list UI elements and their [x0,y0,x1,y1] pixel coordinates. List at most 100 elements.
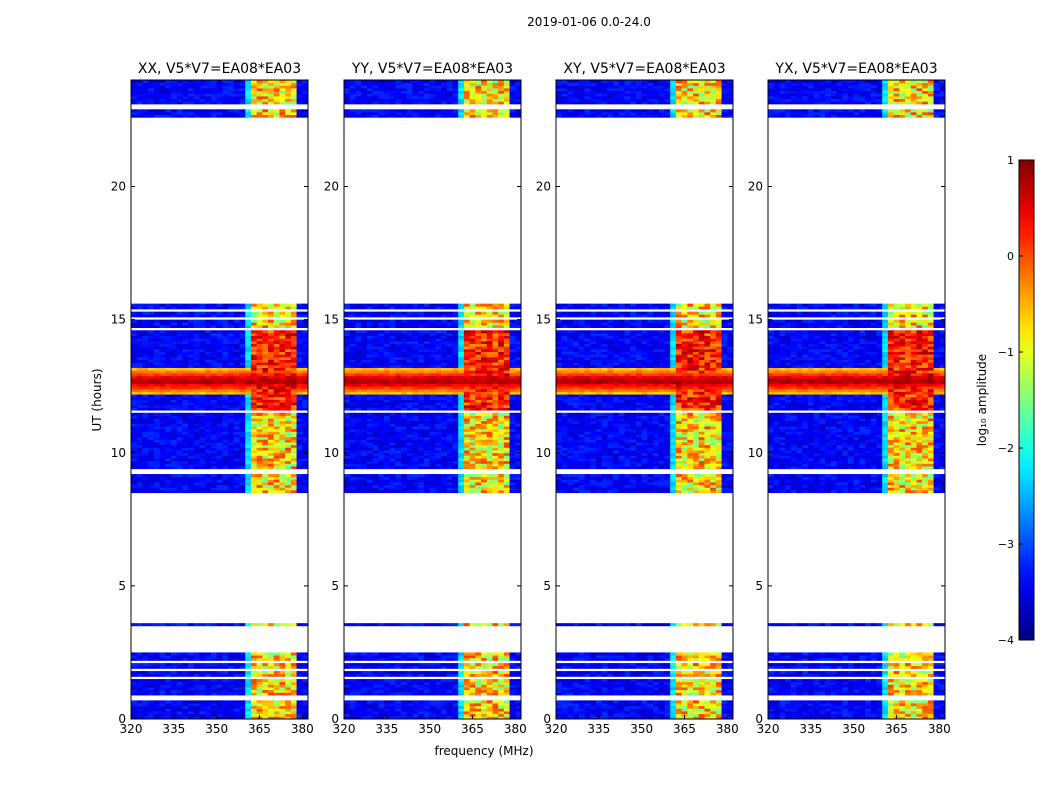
heatmap-cell [131,426,138,430]
heatmap-cell [515,396,521,400]
heatmap-cell [131,415,138,419]
heatmap-cell [228,98,235,102]
heatmap-cell [383,399,391,403]
heatmap-cell [452,708,459,712]
heatmap-cell [210,372,218,376]
heatmap-cell [262,375,269,379]
heatmap-cell [463,452,471,456]
heatmap-cell [302,370,308,374]
heatmap-cell [290,311,297,315]
heatmap-cell [290,340,297,344]
heatmap-cell [193,476,200,480]
heatmap-cell [503,681,510,685]
heatmap-cell [210,447,218,451]
heatmap-cell [285,463,292,467]
heatmap-cell [498,463,505,467]
heatmap-cell [302,655,308,659]
heatmap-cell [210,87,218,92]
heatmap-cell [239,452,246,456]
heatmap-cell [515,671,521,675]
heatmap-cell [290,428,297,432]
heatmap-cell [273,428,280,432]
heatmap-cell [239,418,246,422]
heatmap-cell [302,396,308,400]
heatmap-cell [395,681,402,685]
heatmap-cell [245,418,252,422]
heatmap-cell [193,444,200,448]
heatmap-cell [131,442,138,446]
heatmap-cell [170,311,178,315]
heatmap-cell [302,460,308,464]
heatmap-cell [509,442,516,446]
heatmap-cell [406,671,413,675]
heatmap-cell [401,386,408,390]
heatmap-cell [366,434,373,438]
heatmap-cell [481,700,488,704]
heatmap-cell [228,90,235,94]
heatmap-cell [378,386,385,390]
heatmap-cell [503,386,510,390]
heatmap-cell [355,420,362,424]
heatmap-cell [372,474,379,478]
heatmap-cell [406,455,413,459]
heatmap-cell [435,466,442,470]
heatmap-cell [159,335,166,339]
heatmap-cell [412,450,419,454]
heatmap-cell [239,434,246,438]
heatmap-cell [378,705,385,709]
heatmap-cell [446,673,453,677]
heatmap-cell [239,428,246,432]
heatmap-cell [469,479,476,483]
heatmap-cell [378,412,385,416]
heatmap-cell [165,708,172,712]
heatmap-cell [441,663,448,667]
heatmap-cell [285,439,292,443]
heatmap-cell [279,346,286,350]
heatmap-cell [256,87,263,92]
heatmap-cell [222,684,229,688]
heatmap-cell [290,436,297,440]
heatmap-cell [188,396,195,400]
heatmap-cell [441,474,448,478]
heatmap-cell [131,418,138,422]
heatmap-cell [268,343,275,347]
heatmap-cell [142,671,149,675]
heatmap-cell [233,375,240,379]
heatmap-cell [492,402,499,406]
heatmap-cell [290,434,297,438]
heatmap-cell [429,426,436,430]
heatmap-cell [458,711,465,715]
heatmap-cell [498,466,505,470]
heatmap-cell [423,394,431,398]
heatmap-cell [268,380,275,384]
heatmap-cell [176,652,183,656]
heatmap-cell [193,652,200,656]
heatmap-cell [193,431,200,435]
heatmap-cell [199,428,206,432]
heatmap-cell [378,652,385,656]
heatmap-cell [515,418,521,422]
heatmap-cell [383,665,391,669]
heatmap-cell [446,657,453,661]
heatmap-cell [142,665,149,669]
heatmap-cell [503,482,510,486]
heatmap-cell [452,479,459,483]
heatmap-cell [233,335,240,339]
heatmap-cell [193,418,200,422]
heatmap-cell [262,426,269,430]
heatmap-cell [233,332,240,336]
heatmap-cell [233,484,240,488]
heatmap-cell [245,490,252,494]
heatmap-cell [435,442,442,446]
heatmap-cell [509,426,516,430]
heatmap-cell [222,87,229,92]
heatmap-cell [170,354,178,358]
heatmap-cell [205,346,212,350]
heatmap-cell [182,343,189,347]
heatmap-cell [142,708,149,712]
heatmap-cell [199,474,206,478]
heatmap-cell [136,98,143,102]
heatmap-cell [165,101,172,105]
heatmap-cell [366,426,373,430]
heatmap-cell [142,458,149,462]
